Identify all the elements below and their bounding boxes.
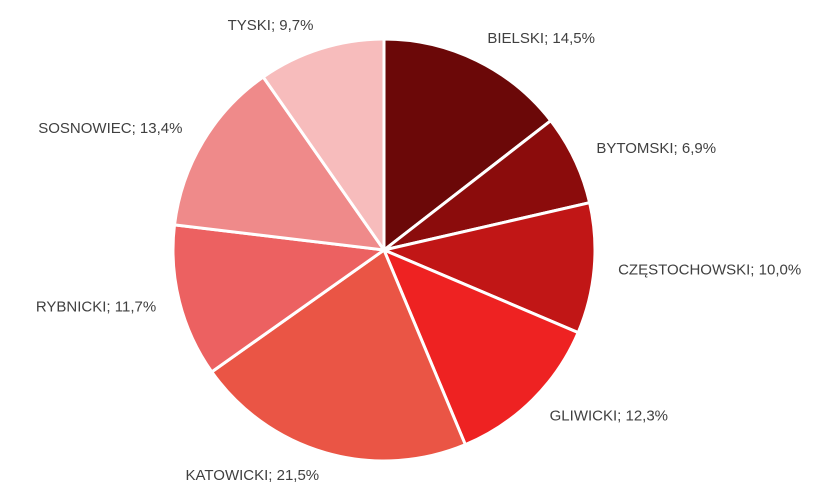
data-label: SOSNOWIEC; 13,4% [38, 120, 182, 137]
data-label: GLIWICKI; 12,3% [550, 408, 668, 425]
pie-slice [379, 200, 597, 335]
pie-slice [382, 37, 553, 254]
data-label: RYBNICKI; 11,7% [36, 299, 156, 316]
data-label: KATOWICKI; 21,5% [185, 467, 319, 484]
pie-slice [209, 247, 468, 463]
data-label: BYTOMSKI; 6,9% [596, 140, 716, 157]
pie-slice [171, 223, 389, 374]
data-label: BIELSKI; 14,5% [487, 30, 595, 47]
pie-slice [261, 37, 386, 255]
pie-slice [381, 247, 581, 447]
data-label: TYSKI; 9,7% [228, 17, 314, 34]
pie-slice [172, 74, 388, 252]
data-label: CZĘSTOCHOWSKI; 10,0% [618, 262, 801, 279]
